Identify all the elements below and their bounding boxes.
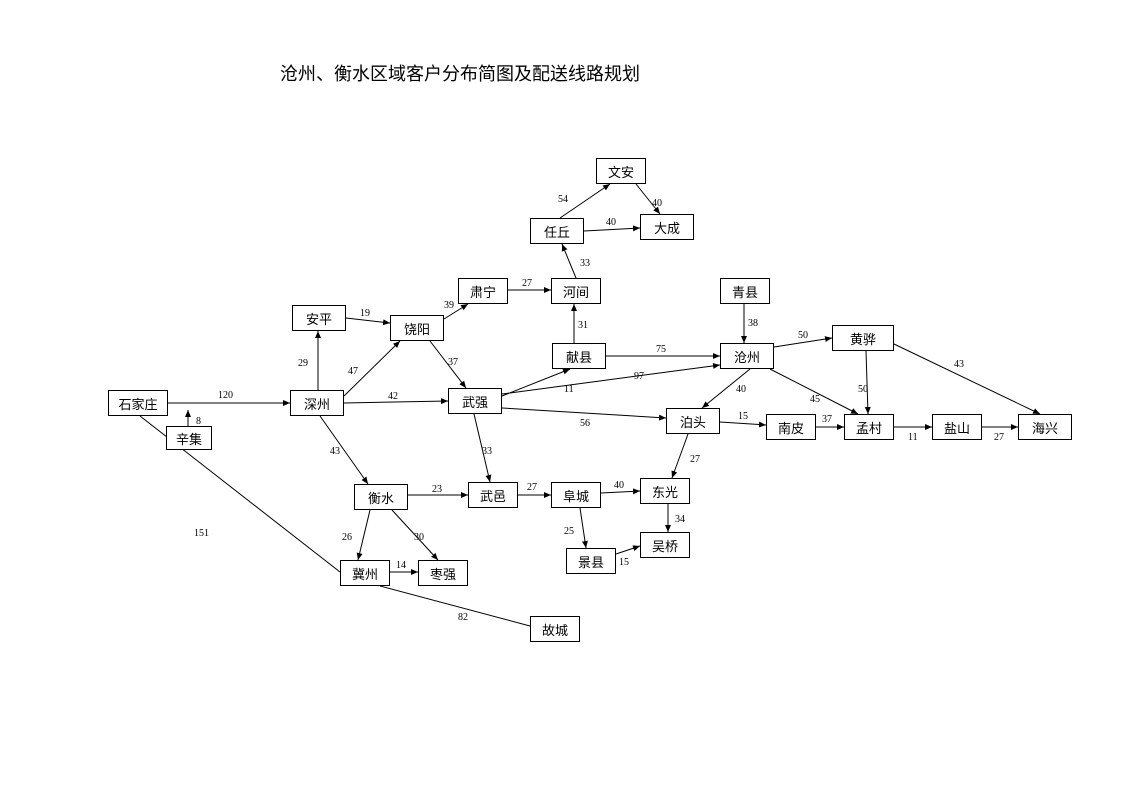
node-xinji: 辛集 [166, 426, 212, 450]
edge-label-wuqiang-xianxian: 11 [564, 384, 574, 395]
node-wuqiao: 吴桥 [640, 532, 690, 558]
edge-label-jingxian-wuqiao: 15 [619, 557, 629, 568]
edge-label-nanpi-mengcun: 37 [822, 414, 832, 425]
edge-label-jizhou-gucheng: 82 [458, 612, 468, 623]
edge-huanghua-haixing [894, 344, 1040, 414]
edge-huanghua-mengcun [866, 351, 868, 414]
diagram-title: 沧州、衡水区域客户分布简图及配送线路规划 [280, 60, 640, 86]
node-renqiu: 任丘 [530, 218, 584, 244]
node-hejian: 河间 [551, 278, 601, 304]
edge-hejian-renqiu [562, 244, 576, 278]
edge-label-huanghua-haixing: 43 [954, 359, 964, 370]
edge-label-wuqiang-cangzhou: 97 [634, 371, 644, 382]
node-jizhou: 冀州 [340, 560, 390, 586]
node-zaoqiang: 枣强 [418, 560, 468, 586]
edge-label-cangzhou-mengcun: 45 [810, 394, 820, 405]
edge-label-xianxian-hejian: 31 [578, 320, 588, 331]
node-fucheng: 阜城 [551, 482, 601, 508]
edge-botou-dongguang [672, 434, 688, 478]
edge-label-xianxian-cangzhou: 75 [656, 344, 666, 355]
edge-wuqiang-cangzhou [502, 365, 720, 394]
edge-label-sjz-jizhou: 151 [194, 528, 209, 539]
node-wuqiang: 武强 [448, 388, 502, 414]
edge-label-renqiu-dacheng: 40 [606, 217, 616, 228]
edge-label-wuqiang-botou: 56 [580, 418, 590, 429]
edge-label-botou-nanpi: 15 [738, 411, 748, 422]
node-xianxian: 献县 [552, 343, 606, 369]
edge-label-hengshui-zaoqiang: 30 [414, 532, 424, 543]
node-huanghua: 黄骅 [832, 325, 894, 351]
node-suning: 肃宁 [458, 278, 508, 304]
node-shenzhou: 深州 [290, 390, 344, 416]
edge-cangzhou-mengcun [770, 369, 858, 414]
node-gucheng: 故城 [530, 616, 580, 642]
edge-label-sjz-shenzhou: 120 [218, 390, 233, 401]
edge-label-wuqiang-wuyi: 33 [482, 446, 492, 457]
edge-label-huanghua-mengcun: 50 [858, 384, 868, 395]
node-nanpi: 南皮 [766, 414, 816, 440]
edge-label-shenzhou-raoyang: 47 [348, 366, 358, 377]
edge-label-fucheng-jingxian: 25 [564, 526, 574, 537]
edge-label-renqiu-wenan: 54 [558, 194, 568, 205]
edge-shenzhou-hengshui [320, 416, 368, 484]
node-yanshan: 盐山 [932, 414, 982, 440]
node-cangzhou: 沧州 [720, 343, 774, 369]
edge-label-jizhou-zaoqiang: 14 [396, 560, 406, 571]
edge-label-suning-hejian: 27 [522, 278, 532, 289]
node-qingxian: 青县 [720, 278, 770, 304]
edge-label-wuyi-fucheng: 27 [527, 482, 537, 493]
node-mengcun: 孟村 [844, 414, 894, 440]
edge-label-hengshui-jizhou: 26 [342, 532, 352, 543]
edge-label-anping-raoyang: 19 [360, 308, 370, 319]
edge-label-hejian-renqiu: 33 [580, 258, 590, 269]
node-hengshui: 衡水 [354, 484, 408, 510]
edge-label-shenzhou-anping: 29 [298, 358, 308, 369]
node-dongguang: 东光 [640, 478, 690, 504]
edge-fucheng-dongguang [601, 491, 640, 493]
edge-label-hengshui-wuyi: 23 [432, 484, 442, 495]
edge-fucheng-jingxian [580, 508, 586, 548]
edge-jizhou-gucheng [380, 586, 530, 626]
node-botou: 泊头 [666, 408, 720, 434]
edge-label-botou-dongguang: 27 [690, 454, 700, 465]
edge-label-yanshan-haixing: 27 [994, 432, 1004, 443]
node-haixing: 海兴 [1018, 414, 1072, 440]
node-jingxian: 景县 [566, 548, 616, 574]
edge-label-wenan-dacheng: 40 [652, 198, 662, 209]
edges-layer [0, 0, 1122, 793]
edge-hengshui-jizhou [358, 510, 370, 560]
edge-label-cangzhou-huanghua: 50 [798, 330, 808, 341]
node-anping: 安平 [292, 305, 346, 331]
edge-label-fucheng-dongguang: 40 [614, 480, 624, 491]
edge-label-shenzhou-hengshui: 43 [330, 446, 340, 457]
edge-label-raoyang-suning: 39 [444, 300, 454, 311]
edge-label-qingxian-cangzhou: 38 [748, 318, 758, 329]
edge-wuqiang-botou [502, 408, 666, 418]
edge-label-shenzhou-wuqiang: 42 [388, 391, 398, 402]
edge-label-dongguang-wuqiao: 34 [675, 514, 685, 525]
node-wenan: 文安 [596, 158, 646, 184]
edge-label-xinji-shenzhou: 8 [196, 416, 201, 427]
node-sjz: 石家庄 [108, 390, 168, 416]
edge-jingxian-wuqiao [616, 546, 640, 554]
edge-label-raoyang-wuqiang: 37 [448, 357, 458, 368]
node-dacheng: 大成 [640, 214, 694, 240]
edge-botou-nanpi [720, 422, 766, 425]
edge-label-mengcun-yanshan: 11 [908, 432, 918, 443]
edge-wuqiang-xianxian [502, 369, 570, 396]
node-raoyang: 饶阳 [390, 315, 444, 341]
edge-label-cangzhou-botou: 40 [736, 384, 746, 395]
node-wuyi: 武邑 [468, 482, 518, 508]
edge-renqiu-dacheng [584, 228, 640, 231]
